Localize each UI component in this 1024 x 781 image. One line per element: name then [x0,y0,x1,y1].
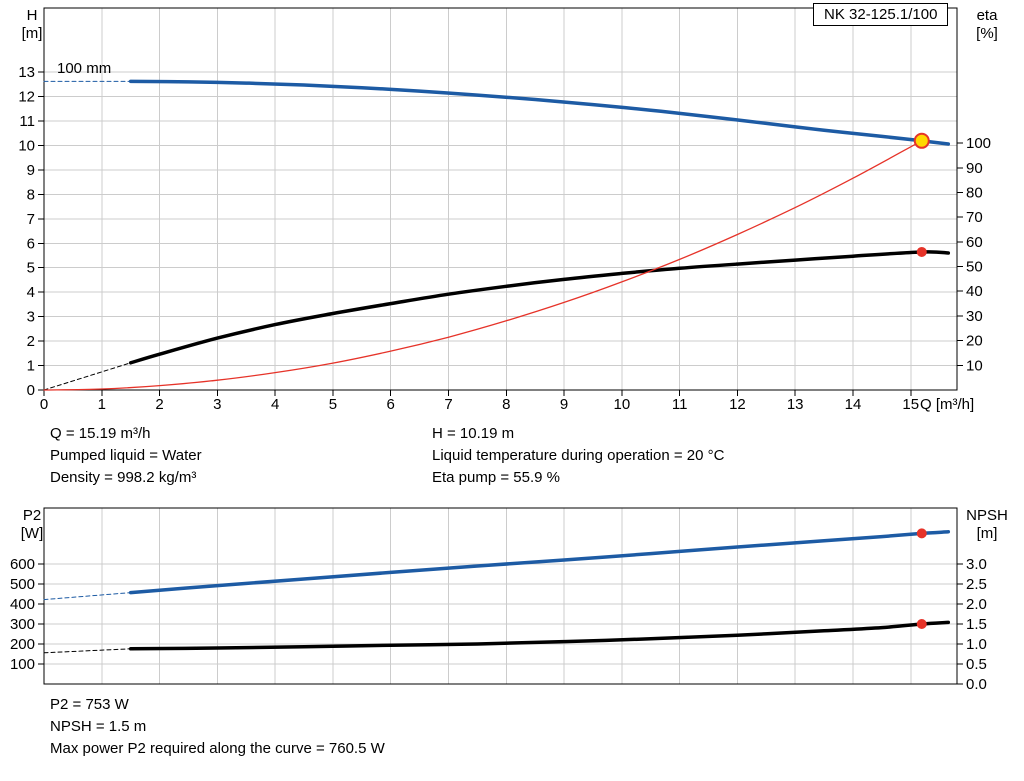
tick-label-x: 0 [40,396,48,413]
tick-label-right: 0.5 [966,656,987,673]
y-left-header: [W] [21,525,44,542]
y-right-header: NPSH [966,507,1008,524]
tick-label-x: 12 [729,396,746,413]
qh-eta-chart: 0123456789101112131020304050607080901000… [18,7,998,413]
duty-annotations-right: H = 10.19 m Liquid temperature during op… [432,423,724,489]
eta-curve [128,250,951,365]
tick-label-left: 4 [27,284,35,301]
annotation-eta-pump: Eta pump = 55.9 % [432,469,560,486]
tick-label-x: 1 [98,396,106,413]
tick-label-left: 2 [27,333,35,350]
annotation-p2: P2 = 753 W [50,696,129,713]
annotation-liquid-temperature: Liquid temperature during operation = 20… [432,447,725,464]
tick-label-right: 80 [966,184,983,201]
tick-label-left: 5 [27,260,35,277]
tick-label-x: 13 [787,396,804,413]
tick-label-right: 50 [966,259,983,276]
tick-label-left: 300 [10,616,35,633]
tick-label-left: 12 [18,89,35,106]
tick-label-right: 3.0 [966,556,987,573]
y-left-header: H [27,7,38,24]
curve-annotation: 100 mm [57,60,111,77]
tick-label-right: 60 [966,234,983,251]
tick-label-left: 10 [18,137,35,154]
tick-label-x: 15 [902,396,919,413]
tick-label-right: 0.0 [966,676,987,693]
tick-label-right: 90 [966,160,983,177]
tick-label-right: 20 [966,333,983,350]
tick-label-x: 6 [387,396,395,413]
x-axis-label: Q [m³/h] [920,396,974,413]
tick-label-x: 10 [614,396,631,413]
y-left-header: P2 [23,507,41,524]
tick-label-right: 10 [966,357,983,374]
tick-label-left: 400 [10,596,35,613]
tick-label-left: 100 [10,656,35,673]
tick-label-left: 500 [10,576,35,593]
npsh-duty-point [916,619,927,629]
tick-label-right: 1.5 [966,616,987,633]
annotation-max-power: Max power P2 required along the curve = … [50,740,385,757]
eta-duty-point [916,246,927,257]
y-right-header: eta [977,7,999,24]
tick-label-x: 9 [560,396,568,413]
tick-label-x: 4 [271,396,279,413]
plot-frame [43,7,958,391]
p2-duty-point [916,528,927,539]
tick-label-right: 70 [966,209,983,226]
plot-frame [43,507,958,685]
y-left-header: [m] [22,25,43,42]
head-curve [128,79,951,146]
tick-label-right: 2.5 [966,576,987,593]
npsh-curve-leadin [43,648,132,654]
annotation-npsh: NPSH = 1.5 m [50,718,147,735]
tick-label-x: 5 [329,396,337,413]
annotation-density: Density = 998.2 kg/m³ [50,469,197,486]
tick-label-right: 1.0 [966,636,987,653]
tick-label-right: 40 [966,283,983,300]
tick-label-x: 3 [213,396,221,413]
npsh-curve [128,620,951,651]
y-right-header: [m] [977,525,998,542]
tick-label-left: 13 [18,64,35,81]
tick-label-left: 3 [27,309,35,326]
eta-curve-leadin [43,362,132,391]
tick-label-x: 7 [444,396,452,413]
tick-label-left: 7 [27,211,35,228]
tick-label-right: 100 [966,135,991,152]
tick-label-x: 2 [155,396,163,413]
p2-npsh-chart: 100 200 300 400 500 600 0.0 0.5 1.0 1.5 2.0 2.5 3.0 P… [10,507,1008,693]
tick-label-left: 0 [27,382,35,399]
tick-label-left: 8 [27,186,35,203]
power-annotations: P2 = 753 W NPSH = 1.5 m Max power P2 req… [50,694,385,760]
system-curve [43,140,923,391]
duty-annotations-left: Q = 15.19 m³/h Pumped liquid = Water Den… [50,423,202,489]
tick-label-left: 9 [27,162,35,179]
tick-label-left: 6 [27,235,35,252]
tick-label-x: 8 [502,396,510,413]
tick-label-left: 11 [19,113,35,130]
tick-label-right: 2.0 [966,596,987,613]
tick-label-left: 200 [10,636,35,653]
tick-label-right: 30 [966,308,983,325]
annotation-pumped-liquid: Pumped liquid = Water [50,447,202,464]
tick-label-left: 600 [10,556,35,573]
tick-label-left: 1 [27,358,35,375]
annotation-q: Q = 15.19 m³/h [50,425,151,442]
annotation-h: H = 10.19 m [432,425,515,442]
duty-point [913,132,930,149]
pump-type-label: NK 32-125.1/100 [813,3,949,26]
p2-curve-leadin [43,592,132,601]
tick-label-x: 11 [672,396,688,413]
p2-curve [128,530,951,595]
y-right-header: [%] [976,25,998,42]
tick-label-x: 14 [845,396,862,413]
